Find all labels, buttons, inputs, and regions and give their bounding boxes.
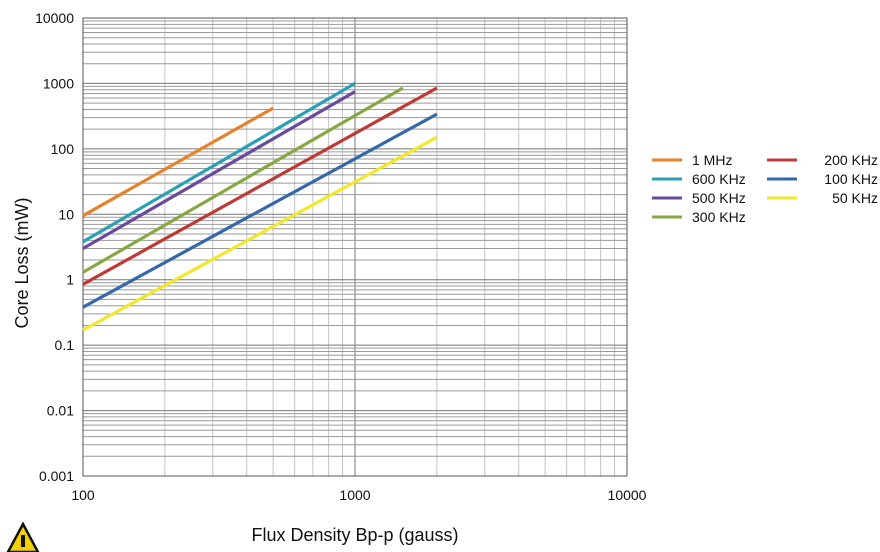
y-tick-label: 0.001 xyxy=(39,468,74,484)
tick-labels: 0.001 0.01 0.1 1 10 100 1000 10000 100 1000 10000 xyxy=(35,10,647,503)
x-tick-label: 1000 xyxy=(339,487,370,503)
series-line-300-khz xyxy=(82,86,404,274)
x-tick-label: 10000 xyxy=(608,487,647,503)
warning-icon xyxy=(6,521,40,552)
series-line-50-khz xyxy=(82,135,438,332)
y-tick-label: 100 xyxy=(51,141,75,157)
grid xyxy=(83,18,627,476)
series-line-600-khz xyxy=(82,82,356,244)
legend-label: 600 KHz xyxy=(692,171,746,187)
x-tick-label: 100 xyxy=(71,487,95,503)
y-tick-label: 1 xyxy=(66,272,74,288)
legend: 1 MHz 600 KHz 500 KHz 300 KHz 200 KHz 100 KHz… xyxy=(652,152,878,225)
legend-label: 50 KHz xyxy=(832,190,878,206)
x-axis-title: Flux Density Bp-p (gauss) xyxy=(251,525,458,545)
y-tick-label: 1000 xyxy=(43,75,74,91)
legend-label: 500 KHz xyxy=(692,190,746,206)
series-lines xyxy=(82,82,438,332)
y-tick-label: 10 xyxy=(58,206,74,222)
legend-label: 100 KHz xyxy=(824,171,878,187)
series-line-500-khz xyxy=(82,90,356,250)
legend-label: 200 KHz xyxy=(824,152,878,168)
y-tick-label: 0.1 xyxy=(55,337,75,353)
y-tick-label: 0.01 xyxy=(47,403,74,419)
series-line-200-khz xyxy=(82,86,438,286)
series-line-100-khz xyxy=(82,112,438,309)
legend-label: 300 KHz xyxy=(692,209,746,225)
y-axis-title: Core Loss (mW) xyxy=(12,197,32,328)
legend-label: 1 MHz xyxy=(692,152,732,168)
series-line-1-mhz xyxy=(82,106,274,218)
y-tick-label: 10000 xyxy=(35,10,74,26)
